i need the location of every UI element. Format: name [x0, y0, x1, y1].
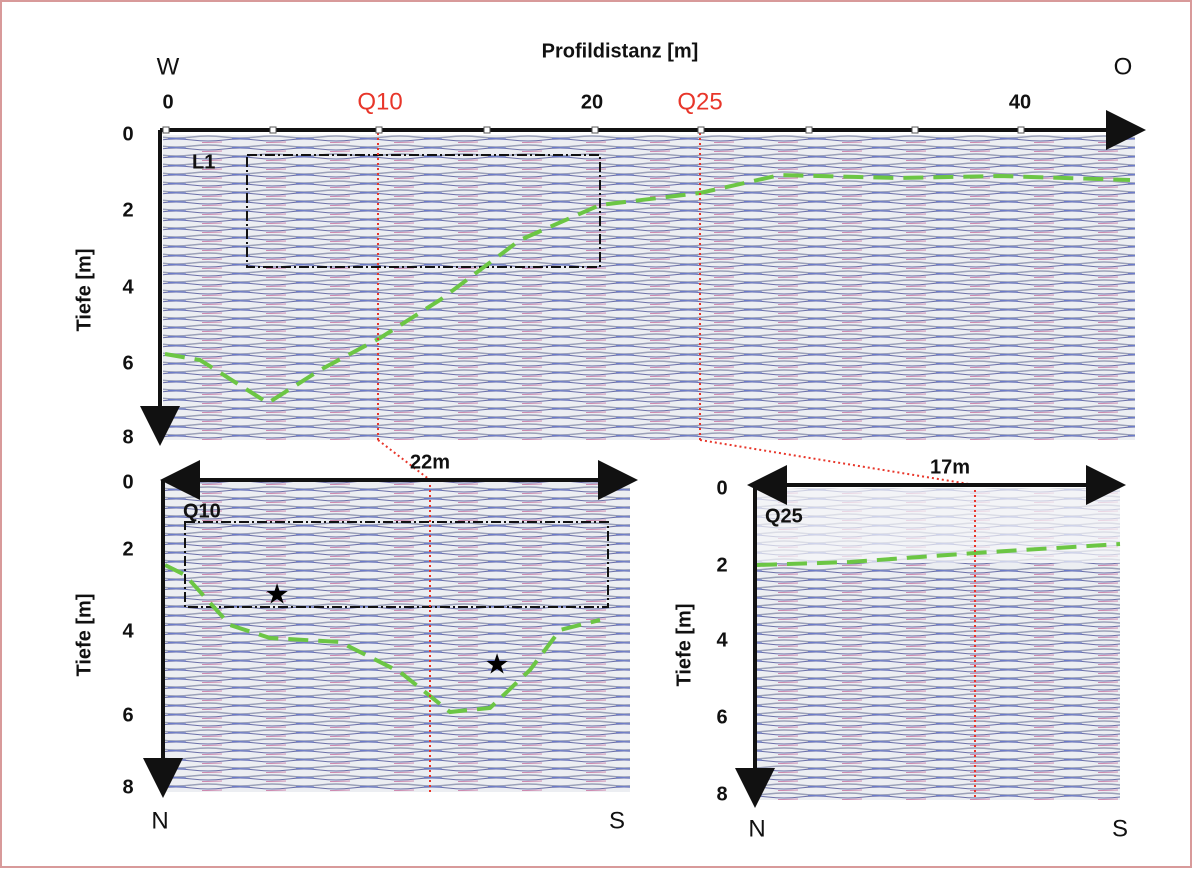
width-label: 17m [930, 456, 970, 478]
marker-label: Q10 [357, 88, 402, 115]
radargram-l1 [163, 135, 1135, 440]
west: W [157, 53, 180, 80]
y-axis-label: Tiefe [m] [673, 604, 695, 687]
y-tick-label: 8 [716, 783, 727, 805]
box [184, 521, 609, 608]
connector [699, 439, 976, 486]
east: O [1114, 53, 1133, 80]
star: ★ [484, 648, 509, 679]
y-tick-label: 2 [122, 538, 133, 560]
x-tick-label: 20 [581, 91, 603, 113]
connector [377, 439, 431, 481]
title: Profildistanz [m] [542, 40, 699, 62]
y-axis-label: Tiefe [m] [73, 249, 95, 332]
y-axis-label: Tiefe [m] [73, 594, 95, 677]
x-tick-label: 0 [162, 91, 173, 113]
direction-label: N [151, 807, 168, 834]
direction-label: S [1112, 815, 1128, 842]
y-tick-label: 8 [122, 426, 133, 448]
profile-label: L1 [192, 151, 215, 173]
y-tick-label: 0 [716, 477, 727, 499]
width-label: 22m [410, 451, 450, 473]
direction-label: S [609, 807, 625, 834]
y-tick-label: 0 [122, 471, 133, 493]
box [246, 154, 601, 268]
y-tick-label: 4 [122, 276, 134, 298]
y-tick-label: 6 [716, 706, 727, 728]
y-tick-label: 6 [122, 352, 133, 374]
star: ★ [264, 578, 289, 609]
direction-label: N [748, 815, 765, 842]
y-tick-label: 0 [122, 123, 133, 145]
y-tick-label: 6 [122, 704, 133, 726]
y-tick-label: 4 [716, 629, 728, 651]
shade [757, 488, 1120, 563]
y-tick-label: 8 [122, 776, 133, 798]
marker-label: Q25 [677, 88, 722, 115]
y-tick-label: 4 [122, 620, 134, 642]
y-tick-label: 2 [122, 199, 133, 221]
boundary [756, 542, 1121, 567]
profile-label: Q10 [183, 500, 221, 522]
x-tick-label: 40 [1009, 91, 1031, 113]
radargram-q10 [165, 482, 630, 792]
boundary [164, 563, 601, 715]
profile-label: Q25 [765, 505, 803, 527]
y-tick-label: 2 [716, 554, 727, 576]
